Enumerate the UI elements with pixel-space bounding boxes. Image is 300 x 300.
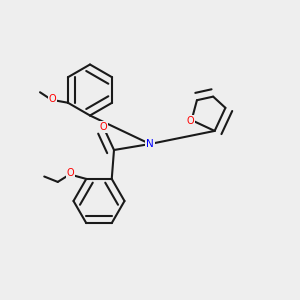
Text: O: O xyxy=(67,168,74,178)
Text: O: O xyxy=(186,116,194,126)
Text: O: O xyxy=(100,122,107,132)
Text: N: N xyxy=(146,139,154,149)
Text: O: O xyxy=(49,94,56,104)
